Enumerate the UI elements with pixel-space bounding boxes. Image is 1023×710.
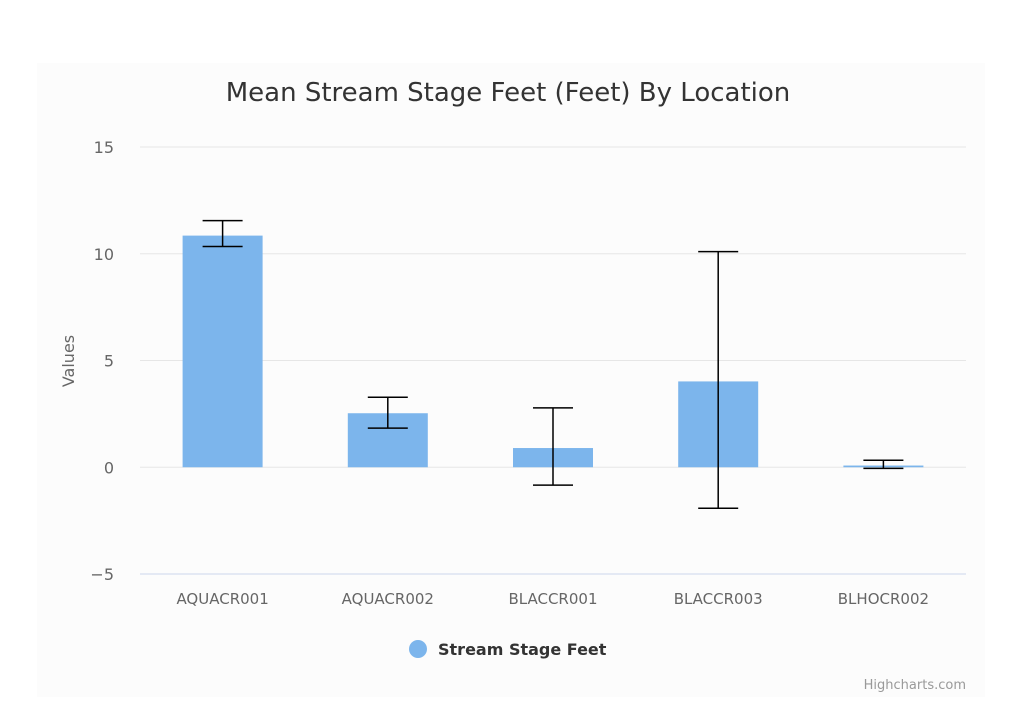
x-tick-label: BLACCR003	[674, 590, 763, 608]
bar	[182, 235, 263, 468]
y-tick-label: 5	[104, 352, 114, 371]
x-tick-label: AQUACR001	[176, 590, 268, 608]
legend-label: Stream Stage Feet	[438, 640, 607, 659]
y-tick-label: 10	[94, 245, 114, 264]
legend-item[interactable]: Stream Stage Feet	[409, 640, 607, 659]
y-axis-label: Values	[59, 335, 78, 387]
legend-symbol	[409, 640, 427, 658]
y-tick-label: 15	[94, 138, 114, 157]
error-bar	[533, 407, 573, 486]
x-tick-label: BLACCR001	[509, 590, 598, 608]
error-bar	[698, 250, 739, 509]
y-tick-label: 0	[104, 458, 114, 477]
error-bar	[367, 396, 408, 429]
credits-link[interactable]: Highcharts.com	[864, 678, 966, 693]
error-bar	[863, 459, 904, 470]
error-bar	[202, 219, 243, 248]
chart-title: Mean Stream Stage Feet (Feet) By Locatio…	[226, 78, 791, 108]
y-tick-label: −5	[90, 565, 114, 584]
x-tick-label: AQUACR002	[342, 590, 434, 608]
x-tick-label: BLHOCR002	[838, 590, 929, 608]
